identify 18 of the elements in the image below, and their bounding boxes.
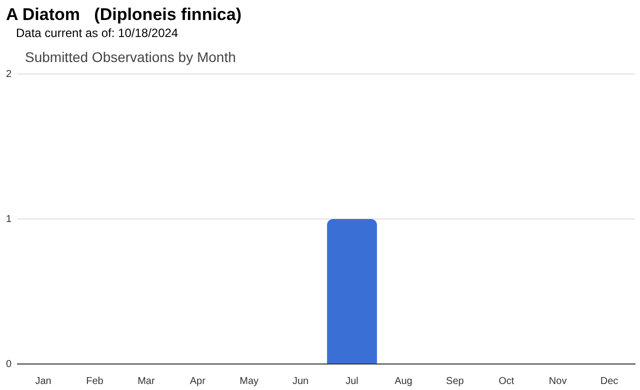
y-tick-label: 2 (6, 68, 12, 80)
chart-title: A Diatom (Diploneis finnica) (6, 5, 242, 25)
x-tick-label: Nov (548, 376, 567, 387)
x-tick-label: Mar (138, 376, 156, 387)
x-tick-label: Oct (498, 376, 514, 387)
y-tick-label: 0 (6, 358, 12, 370)
x-tick-label: Jun (292, 376, 309, 387)
x-tick-label: Dec (600, 376, 618, 387)
x-tick-label: Apr (190, 376, 206, 387)
x-tick-label: Feb (86, 376, 104, 387)
chart-subtitle: Data current as of: 10/18/2024 (16, 26, 178, 40)
y-tick-label: 1 (6, 214, 12, 225)
x-tick-label: Sep (446, 376, 464, 387)
text: Submitted Observations by Month (25, 49, 236, 65)
x-tick-label: Jan (35, 376, 52, 387)
x-tick-label: May (240, 376, 259, 387)
x-tick-label: Aug (394, 376, 412, 387)
x-tick-label: Jul (346, 376, 358, 387)
